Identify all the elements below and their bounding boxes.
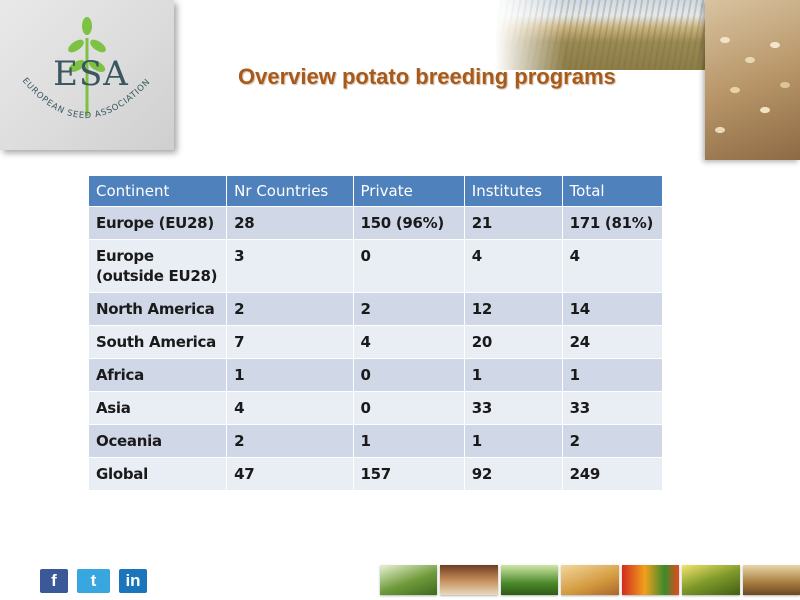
table-row: Oceania 2 1 1 2 [87, 424, 664, 458]
cell-continent: South America [87, 325, 228, 359]
sprouts-photo [500, 565, 559, 595]
table-row: Africa 1 0 1 1 [87, 358, 664, 392]
header-nr-countries: Nr Countries [226, 175, 354, 207]
table-row: Europe (outside EU28) 3 0 4 4 [87, 239, 664, 293]
cell-nr-countries: 3 [226, 239, 354, 293]
cell-nr-countries: 1 [226, 358, 354, 392]
cell-continent: North America [87, 292, 228, 326]
table-row: Europe (EU28) 28 150 (96%) 21 171 (81%) [87, 206, 664, 240]
flowers-photo [682, 565, 740, 595]
cell-institutes: 92 [463, 457, 563, 491]
seeds-photo [705, 0, 800, 160]
twitter-glyph: t [90, 571, 97, 590]
header-institutes: Institutes [463, 175, 563, 207]
facebook-icon[interactable]: f [40, 569, 68, 593]
cell-private: 4 [352, 325, 465, 359]
grain-photo [561, 565, 619, 595]
cell-continent: Asia [87, 391, 228, 425]
cell-total: 24 [561, 325, 664, 359]
esa-logo: ESA EUROPEAN SEED ASSOCIATION [0, 0, 174, 150]
linkedin-icon[interactable]: in [119, 569, 147, 593]
table-header-row: Continent Nr Countries Private Institute… [87, 175, 664, 207]
vegetables-photo [621, 565, 680, 595]
cell-continent: Global [87, 457, 228, 491]
cell-institutes: 1 [463, 358, 563, 392]
sprout-icon [68, 17, 106, 116]
cell-institutes: 20 [463, 325, 563, 359]
bread-photo [440, 565, 498, 595]
header-continent: Continent [87, 175, 228, 207]
logo-name-text: EUROPEAN SEED ASSOCIATION [20, 76, 152, 121]
header-total: Total [561, 175, 664, 207]
cell-nr-countries: 28 [226, 206, 354, 240]
cell-private: 0 [352, 239, 465, 293]
cell-private: 150 (96%) [352, 206, 465, 240]
cell-total: 249 [561, 457, 664, 491]
cell-nr-countries: 2 [226, 292, 354, 326]
cell-institutes: 1 [463, 424, 563, 458]
cell-nr-countries: 47 [226, 457, 354, 491]
cell-total: 1 [561, 358, 664, 392]
logo-name-arc: EUROPEAN SEED ASSOCIATION [20, 76, 153, 121]
cell-institutes: 4 [463, 239, 563, 293]
cell-continent: Africa [87, 358, 228, 392]
cell-total: 171 (81%) [561, 206, 664, 240]
cell-private: 0 [352, 358, 465, 392]
cell-nr-countries: 2 [226, 424, 354, 458]
facebook-glyph: f [51, 571, 57, 590]
cell-continent: Europe (outside EU28) [87, 239, 228, 293]
cell-total: 14 [561, 292, 664, 326]
footer-photo-strip [380, 565, 800, 595]
slide-title: Overview potato breeding programs [238, 64, 616, 89]
logo-abbreviation: ESA [53, 54, 129, 94]
header-private: Private [352, 175, 465, 207]
cell-total: 33 [561, 391, 664, 425]
cell-private: 1 [352, 424, 465, 458]
cell-private: 2 [352, 292, 465, 326]
twitter-icon[interactable]: t [77, 569, 110, 593]
table-row: South America 7 4 20 24 [87, 325, 664, 359]
linkedin-glyph: in [125, 571, 141, 590]
cell-total: 4 [561, 239, 664, 293]
potatoes-photo [742, 565, 800, 595]
svg-text:EUROPEAN SEED ASSOCIATION: EUROPEAN SEED ASSOCIATION [20, 76, 153, 121]
leaf-photo [380, 565, 438, 595]
cell-private: 157 [352, 457, 465, 491]
cell-continent: Europe (EU28) [87, 206, 228, 240]
cell-nr-countries: 4 [226, 391, 354, 425]
cell-institutes: 21 [463, 206, 563, 240]
cell-institutes: 12 [463, 292, 563, 326]
cell-private: 0 [352, 391, 465, 425]
table-row: North America 2 2 12 14 [87, 292, 664, 326]
cell-total: 2 [561, 424, 664, 458]
table-row: Global 47 157 92 249 [87, 457, 664, 491]
cell-continent: Oceania [87, 424, 228, 458]
cell-institutes: 33 [463, 391, 563, 425]
photo-fade [495, 0, 565, 70]
cell-nr-countries: 7 [226, 325, 354, 359]
breeding-programs-table: Continent Nr Countries Private Institute… [87, 175, 664, 491]
table-row: Asia 4 0 33 33 [87, 391, 664, 425]
